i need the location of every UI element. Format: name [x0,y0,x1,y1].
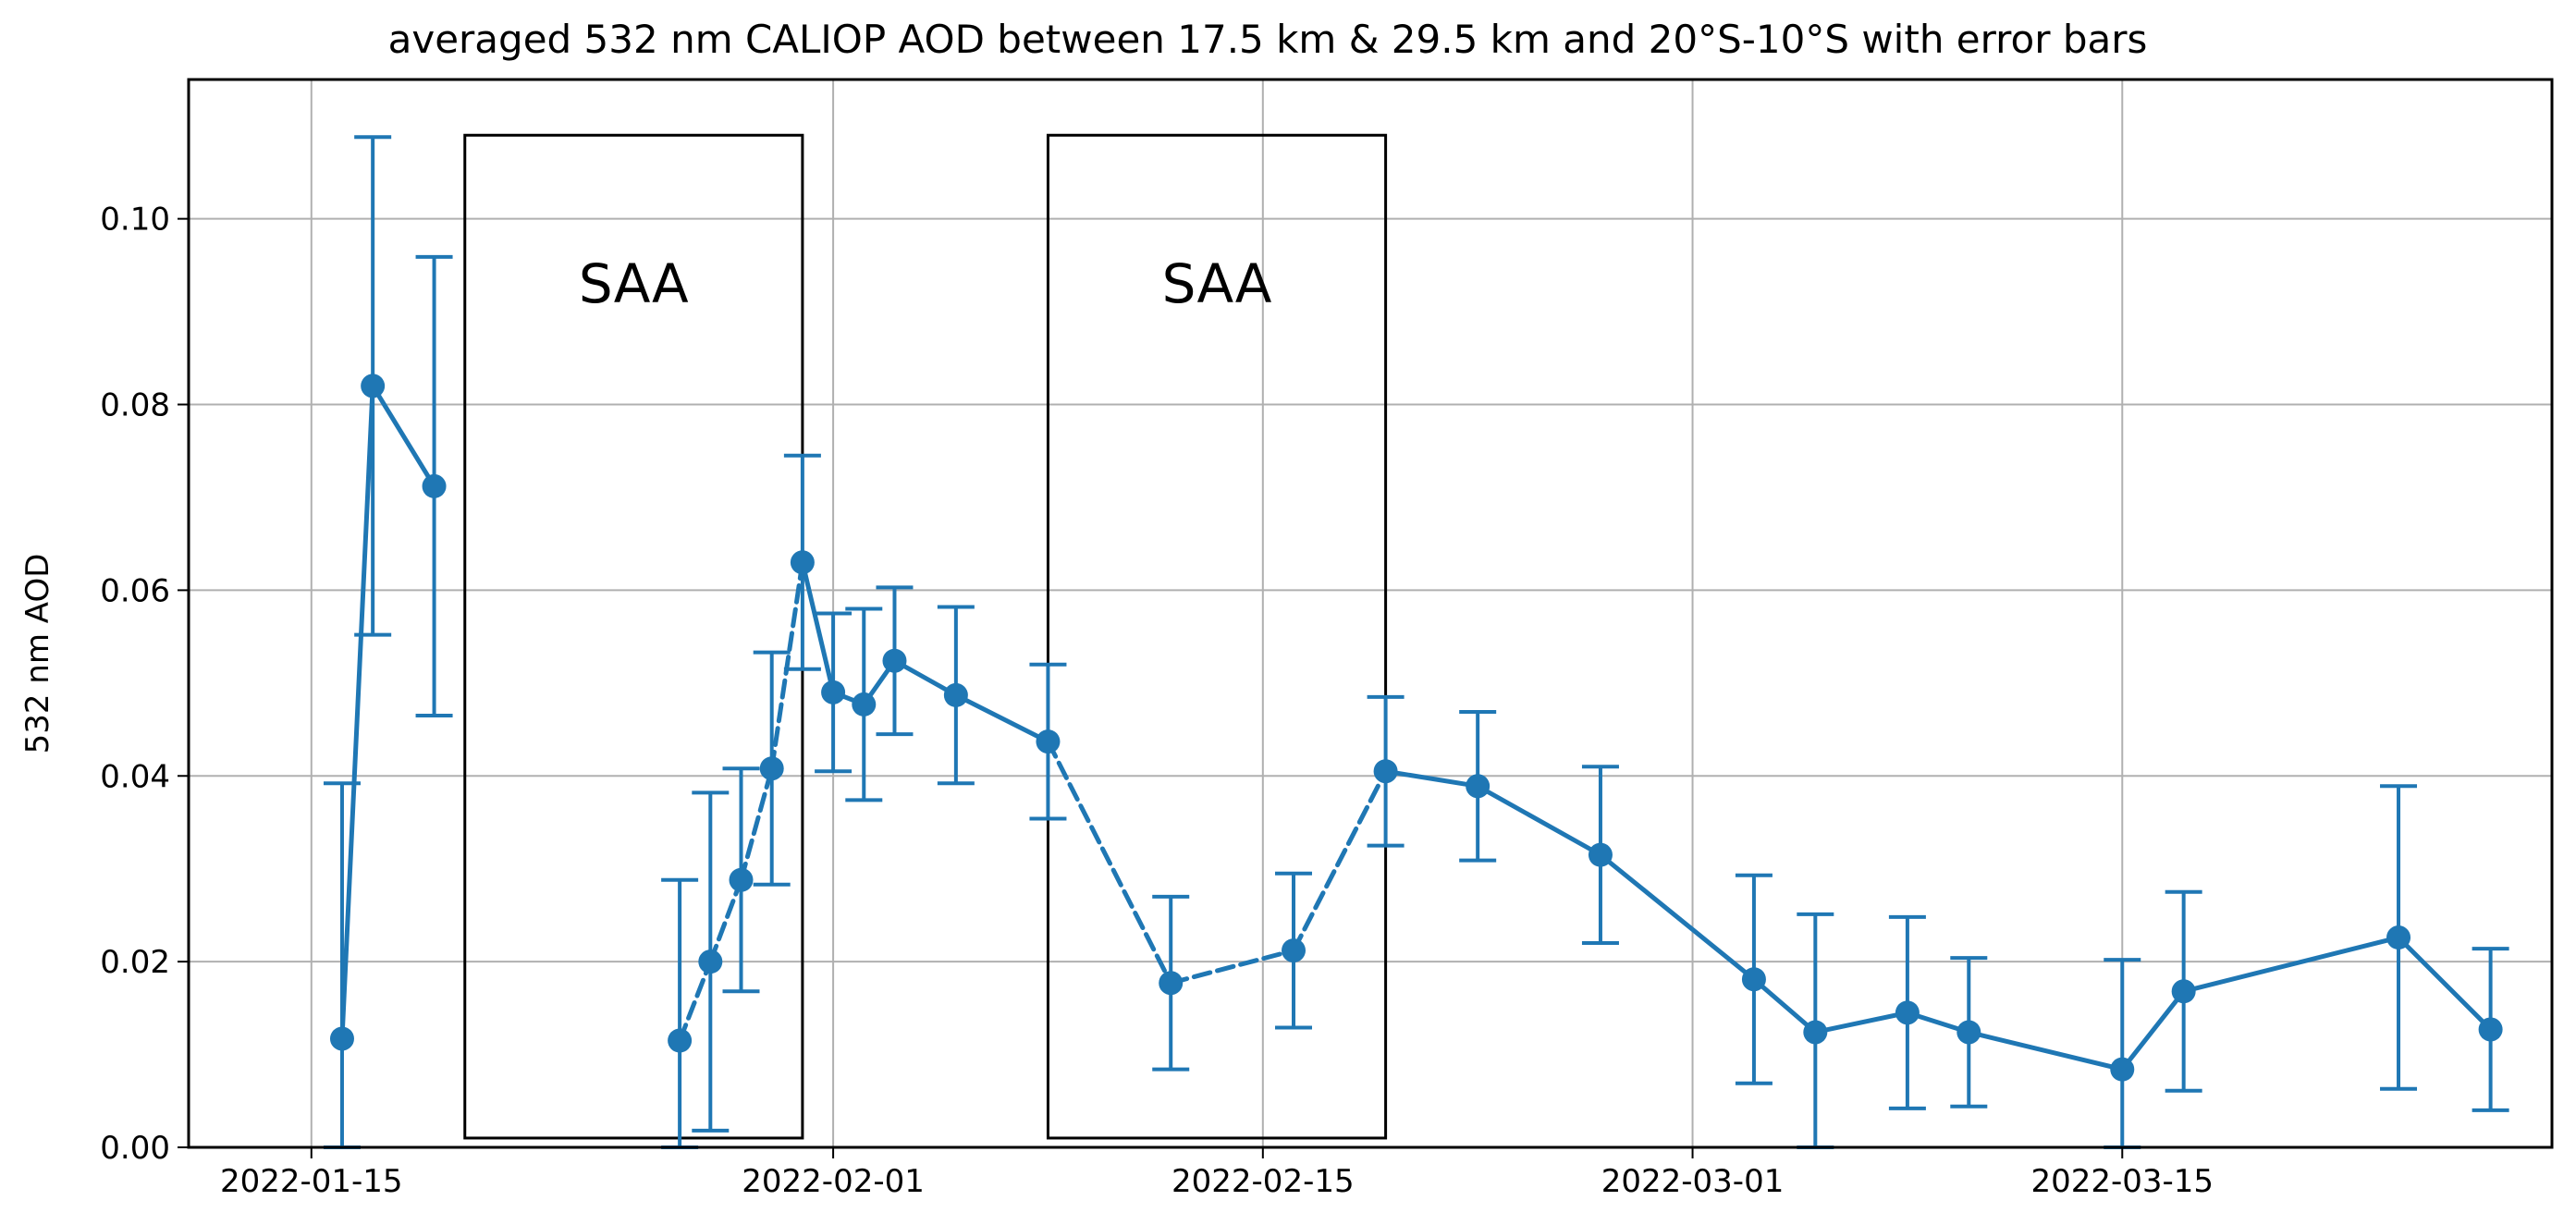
x-tick-label: 2022-01-15 [220,1163,403,1200]
series-line-segment [1966,1029,2125,1072]
data-point [1036,729,1061,754]
x-axis-ticks: 2022-01-15 2022-02-01 2022-02-15 2022-03-01… [220,1147,2214,1200]
data-point [852,692,877,717]
saa-box [1046,133,1388,1140]
data-point [943,682,968,707]
error-bar [323,781,361,1149]
data-point [2386,925,2411,950]
y-axis-ticks: 0.00 0.02 0.04 0.06 0.08 0.10 [100,202,189,1167]
data-point [2478,1017,2503,1042]
data-point [1159,971,1184,996]
data-series [323,135,2509,1149]
y-tick-label: 0.08 [100,387,170,424]
data-point [668,1028,693,1053]
y-tick-label: 0.00 [100,1130,170,1167]
saa-label: SAA [579,252,689,315]
series-line-segment [1475,783,1603,858]
x-tick-label: 2022-02-01 [742,1163,925,1200]
data-point [1803,1020,1828,1045]
series-line-segment [800,559,836,695]
data-point [2171,979,2196,1004]
y-tick-label: 0.06 [100,572,170,609]
series-line-segment [2396,935,2494,1032]
data-point [698,949,723,974]
y-axis-label: 532 nm AOD [19,554,56,754]
data-point [759,756,784,781]
series-line-segment [1045,739,1173,986]
series-line-segment [769,559,805,771]
chart-title: averaged 532 nm CALIOP AOD between 17.5 … [388,17,2148,62]
saa-label: SAA [1162,252,1272,315]
series-line-segment [1598,852,1757,982]
series-line-segment [1291,768,1389,953]
data-point [2110,1057,2135,1082]
series-line-segment [1168,948,1296,986]
series-line-segment [1383,768,1480,789]
data-point [422,473,447,498]
series-line-segment [707,877,744,964]
data-point [1282,938,1306,963]
series-line-segment [953,692,1050,744]
data-point [821,680,846,704]
data-point [882,648,907,673]
series-line-segment [739,766,775,883]
x-tick-label: 2022-02-15 [1171,1163,1355,1200]
x-tick-label: 2022-03-01 [1601,1163,1785,1200]
x-tick-label: 2022-03-15 [2030,1163,2214,1200]
data-point [790,550,815,575]
series-line-segment [2119,988,2187,1072]
y-tick-label: 0.02 [100,944,170,981]
data-point [1741,967,1766,992]
series-line-segment [339,383,375,1041]
series-line-segment [677,959,713,1043]
series-line-segment [2181,935,2401,994]
data-point [1373,759,1398,784]
data-point [1588,842,1613,867]
data-point [1466,774,1490,799]
plot-frame [187,78,2554,1149]
series-line-segment [1812,1010,1910,1035]
data-point [329,1026,354,1051]
data-point [729,867,754,892]
y-tick-label: 0.10 [100,202,170,239]
data-point [1895,1000,1920,1025]
y-tick-label: 0.04 [100,758,170,795]
series-line-segment [1751,976,1818,1035]
data-point [1957,1020,1981,1045]
annotation-boxes: SAA SAA [463,133,1388,1140]
data-point [361,374,386,398]
series-line-segment [370,383,437,489]
